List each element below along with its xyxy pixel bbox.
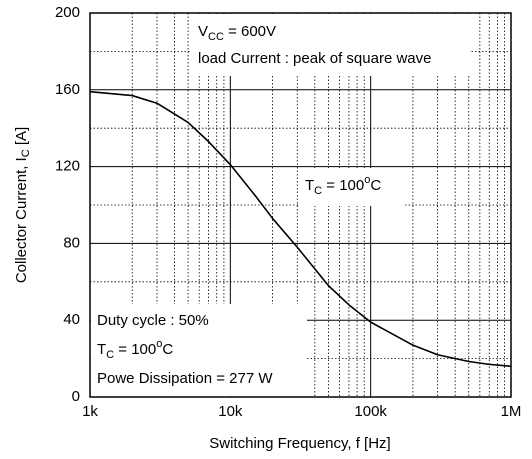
plot-frame [89,12,512,398]
y-tick-label: 160 [55,81,80,98]
x-tick-label: 100k [354,403,387,420]
label-box [298,168,404,206]
annotation: TC = 100oC [305,174,381,197]
y-tick-label: 200 [55,4,80,21]
annotation: VCC = 600V [198,23,276,43]
x-axis-label: Switching Frequency, f [Hz] [209,435,390,452]
curve [89,90,512,368]
y-tick-label: 120 [55,158,80,175]
y-tick-label: 0 [72,388,80,405]
ticks: 1k 10k 100k 1M 0 40 80 120 160 200 [55,4,521,420]
y-tick-label: 80 [63,234,80,251]
x-tick-label: 1k [82,403,98,420]
x-tick-label: 10k [218,403,243,420]
annotation: load Current : peak of square wave [198,50,431,67]
x-tick-label: 1M [501,403,522,420]
annotation: Duty cycle : 50% [97,312,209,329]
label-box [91,304,307,396]
annotation: TC = 100oC [97,338,173,361]
curve-layer [89,90,512,368]
annotation: Powe Dissipation = 277 W [97,370,273,387]
y-axis-label: Collector Current, IC [A] [13,127,32,283]
label-box [190,14,470,76]
label-boxes [91,14,470,396]
y-tick-label: 40 [63,311,80,328]
